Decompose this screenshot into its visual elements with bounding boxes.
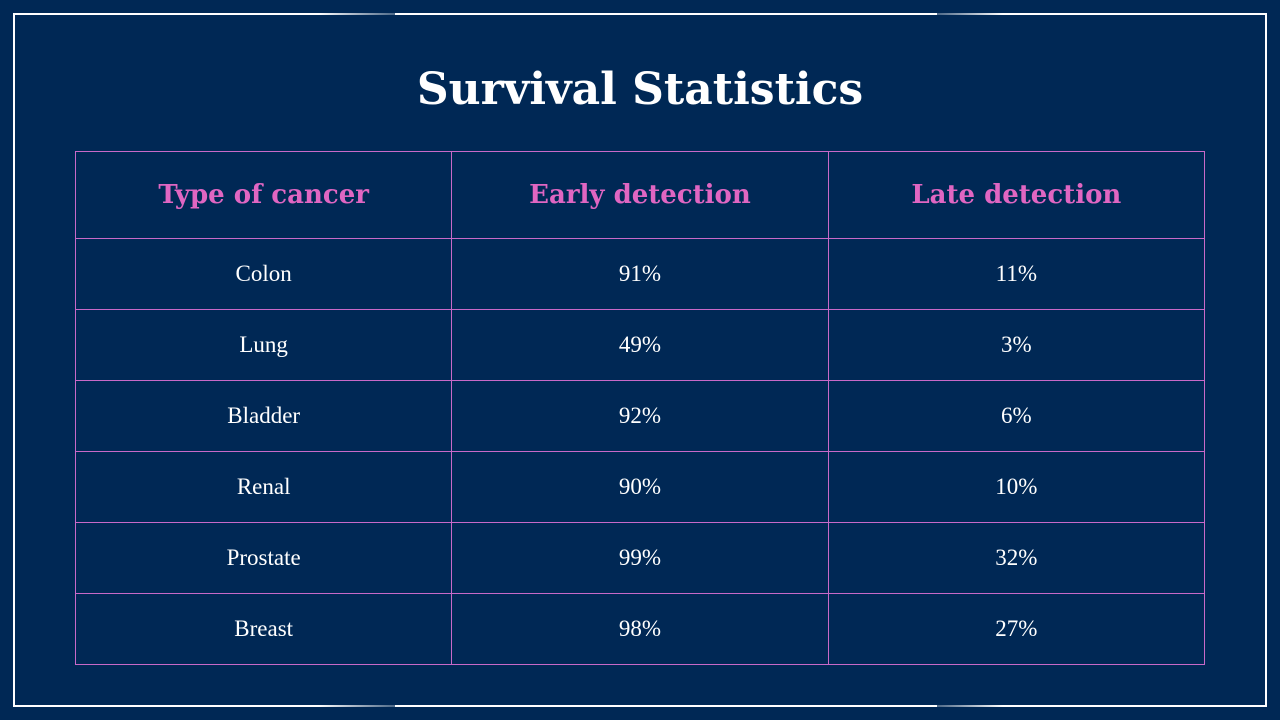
table-row: Prostate 99% 32%: [74, 522, 1206, 594]
table-row: Bladder 92% 6%: [74, 380, 1206, 452]
frame-bottom-mid: [395, 705, 937, 707]
cell-late-detection: 32%: [827, 522, 1206, 594]
cell-cancer-type: Lung: [74, 309, 453, 381]
cell-early-detection: 90%: [451, 451, 829, 523]
table-row: Breast 98% 27%: [74, 593, 1206, 665]
frame-top-left: [15, 13, 395, 15]
cell-early-detection: 99%: [451, 522, 829, 594]
cell-early-detection: 98%: [451, 593, 829, 665]
header-early-detection: Early detection: [451, 151, 829, 239]
slide-title: Survival Statistics: [416, 64, 864, 115]
slide-frame: [13, 13, 1267, 707]
cell-late-detection: 27%: [827, 593, 1206, 665]
cell-cancer-type: Breast: [74, 593, 453, 665]
cell-late-detection: 6%: [827, 380, 1206, 452]
header-late-detection: Late detection: [827, 151, 1206, 239]
cell-early-detection: 49%: [451, 309, 829, 381]
cell-late-detection: 10%: [827, 451, 1206, 523]
frame-top-mid: [395, 13, 937, 15]
cell-late-detection: 3%: [827, 309, 1206, 381]
survival-table: Type of cancer Early detection Late dete…: [74, 151, 1206, 665]
cell-cancer-type: Prostate: [74, 522, 453, 594]
frame-bottom-left: [15, 705, 395, 707]
cell-early-detection: 91%: [451, 238, 829, 310]
cell-cancer-type: Renal: [74, 451, 453, 523]
header-type-of-cancer: Type of cancer: [74, 151, 453, 239]
table-header-row: Type of cancer Early detection Late dete…: [74, 151, 1206, 239]
frame-top-right: [937, 13, 1265, 15]
frame-bottom-right: [937, 705, 1265, 707]
table-row: Lung 49% 3%: [74, 309, 1206, 381]
cell-cancer-type: Colon: [74, 238, 453, 310]
table-row: Renal 90% 10%: [74, 451, 1206, 523]
cell-late-detection: 11%: [827, 238, 1206, 310]
cell-early-detection: 92%: [451, 380, 829, 452]
table-row: Colon 91% 11%: [74, 238, 1206, 310]
cell-cancer-type: Bladder: [74, 380, 453, 452]
